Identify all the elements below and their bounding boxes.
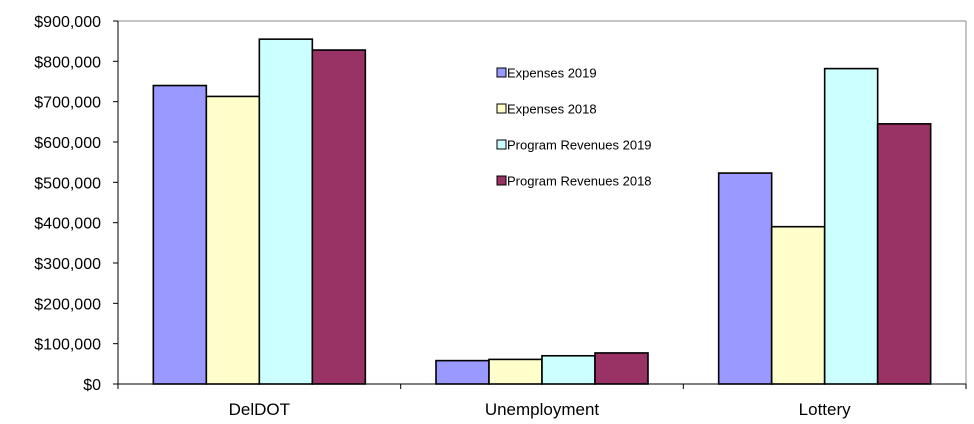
bar [435, 359, 490, 385]
y-tick-label: $300,000 [34, 256, 101, 273]
y-tick-label: $100,000 [34, 337, 101, 354]
bar [717, 172, 773, 385]
bar [311, 49, 367, 385]
x-tick-label: DelDOT [229, 400, 290, 419]
legend-swatch [496, 175, 507, 186]
y-tick-label: $400,000 [34, 216, 101, 233]
bar [823, 67, 879, 385]
y-tick-label: $200,000 [34, 296, 101, 313]
legend-label: Expenses 2019 [507, 66, 597, 81]
y-tick-label: $900,000 [34, 14, 101, 31]
legend: Expenses 2019 Expenses 2018 Program Revenu… [496, 66, 652, 189]
legend-swatch [496, 67, 507, 78]
x-tick-label: Lottery [799, 400, 851, 419]
y-axis: $0 $100,000 $200,000 $300,000 $400,000 $500,0… [34, 14, 967, 394]
legend-label: Program Revenues 2018 [507, 174, 652, 189]
x-tick-label: Unemployment [485, 400, 600, 419]
bar [541, 354, 596, 385]
bar [876, 123, 932, 385]
legend-label: Expenses 2018 [507, 102, 597, 117]
legend-label: Program Revenues 2019 [507, 138, 652, 153]
bar [488, 358, 543, 385]
y-tick-label: $800,000 [34, 54, 101, 71]
legend-swatch [496, 139, 507, 150]
bar [594, 352, 649, 385]
bars [152, 38, 932, 385]
bar [152, 84, 208, 385]
y-tick-label: $0 [83, 377, 101, 394]
x-axis: DelDOT Unemployment Lottery [117, 383, 967, 419]
bar [770, 225, 826, 385]
y-tick-label: $600,000 [34, 135, 101, 152]
bar [258, 38, 314, 385]
bar [205, 95, 261, 385]
legend-swatch [496, 103, 507, 114]
y-tick-label: $500,000 [34, 175, 101, 192]
y-tick-label: $700,000 [34, 95, 101, 112]
